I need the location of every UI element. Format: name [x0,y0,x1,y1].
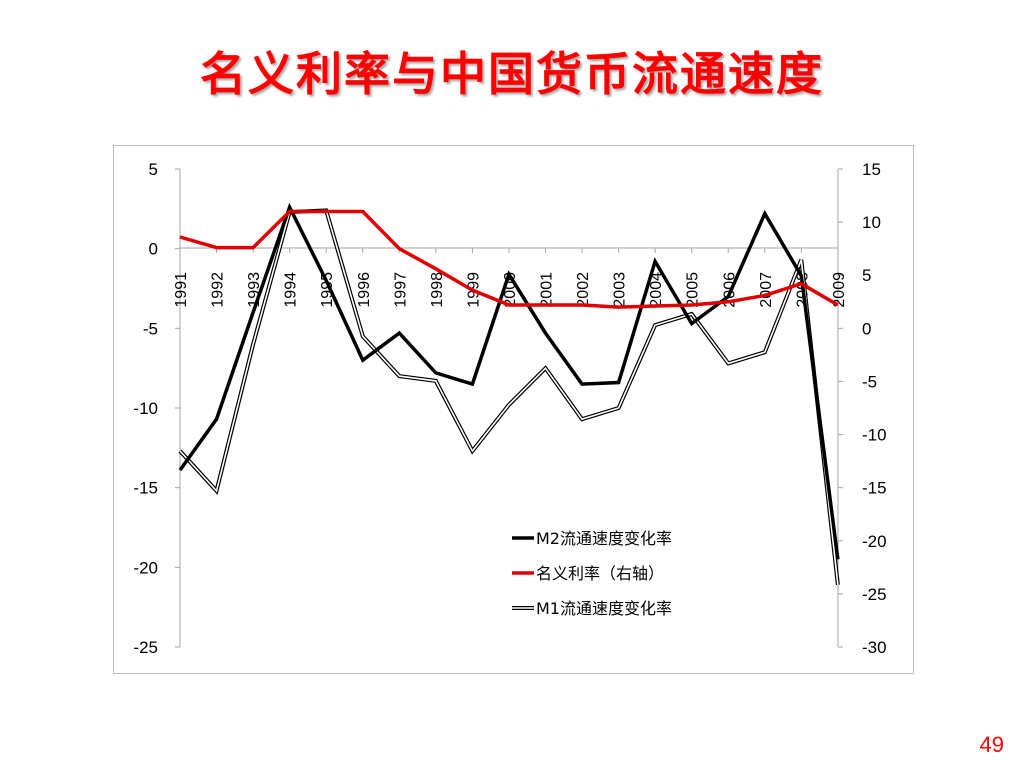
right-tick-label: 10 [862,213,881,232]
series-m2-line [178,202,840,560]
right-tick-label: -10 [862,426,887,445]
category-label: 2005 [685,272,702,308]
slide-title: 名义利率与中国货币流通速度 [200,47,824,101]
category-label: 1991 [173,272,190,308]
left-tick-label: -25 [133,638,158,657]
right-tick-label: -30 [862,638,887,657]
right-tick-label: 15 [862,160,881,179]
right-tick-label: -20 [862,532,887,551]
category-label: 2007 [758,272,775,308]
category-label: 1996 [356,272,373,308]
series-m1-line [179,209,839,585]
category-label: 1994 [283,272,300,308]
series-m1-line-outline [178,208,840,586]
line-chart: 5 0 -5 -10 -15 -20 -25 15 10 5 0 -5 -10 -15 -20 -25 -30 1… [133,160,886,657]
series-rate-line [179,209,839,309]
category-label: 1995 [319,272,336,308]
category-label: 2001 [539,272,556,308]
category-label: 2003 [612,272,629,308]
left-tick-label: -15 [133,479,158,498]
axes-layer: 5 0 -5 -10 -15 -20 -25 15 10 5 0 -5 -10 -15 -20 -25 -30 1… [133,160,886,657]
legend-label: 名义利率（右轴） [536,564,664,583]
legend-label: M2流通速度变化率 [536,529,672,548]
right-tick-label: -25 [862,585,887,604]
right-tick-label: 0 [862,319,871,338]
left-tick-label: -10 [133,399,158,418]
legend-label: M1流通速度变化率 [536,599,672,618]
category-label: 1998 [429,272,446,308]
category-label: 1992 [210,272,227,308]
left-tick-label: -5 [143,319,158,338]
category-label: 2002 [575,272,592,308]
right-tick-label: -15 [862,479,887,498]
left-tick-label: 5 [149,160,158,179]
left-tick-label: 0 [149,240,158,259]
left-tick-label: -20 [133,558,158,577]
chart-frame: 5 0 -5 -10 -15 -20 -25 15 10 5 0 -5 -10 -15 -20 -25 -30 1… [113,145,914,674]
category-label: 2009 [831,272,848,308]
category-label: 2004 [648,272,665,308]
right-tick-label: 5 [862,266,871,285]
page-number: 49 [979,732,1004,757]
category-label: 1997 [392,272,409,308]
right-tick-label: -5 [862,372,877,391]
series-layer [178,202,840,586]
